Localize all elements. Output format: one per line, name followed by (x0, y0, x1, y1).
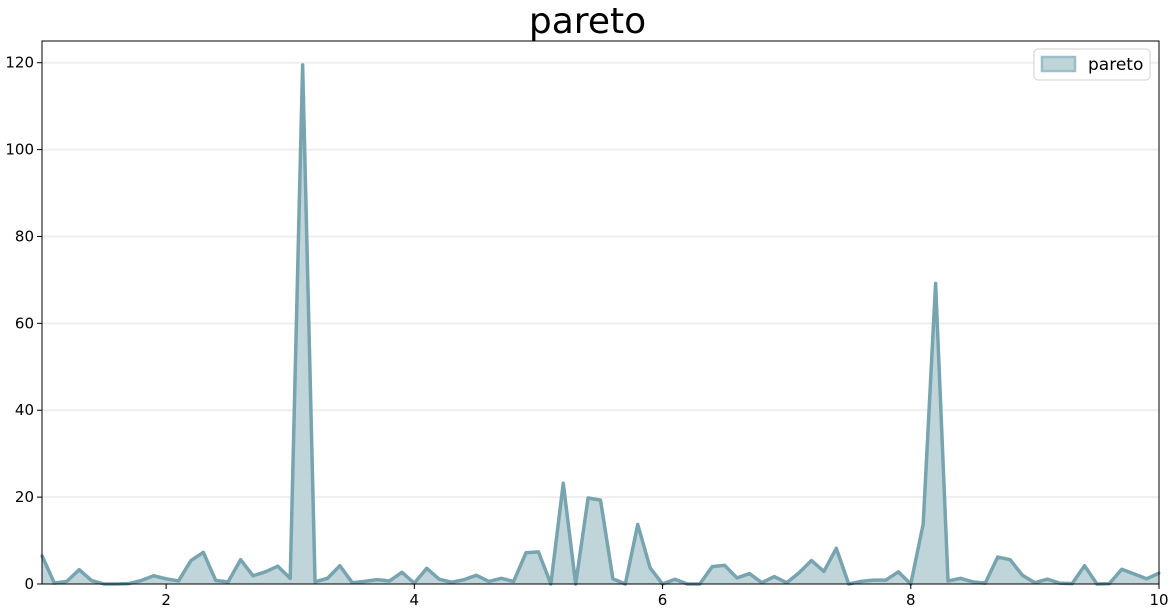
data-point (152, 574, 156, 578)
y-tick-label: 120 (5, 54, 34, 72)
data-point (822, 569, 826, 573)
data-point (648, 566, 652, 570)
x-tick-label: 10 (1149, 591, 1168, 609)
data-point (859, 579, 863, 583)
data-point (834, 546, 838, 550)
data-point (313, 580, 317, 584)
y-tick-label: 20 (15, 488, 34, 506)
legend-label: pareto (1088, 55, 1143, 75)
data-point (499, 576, 503, 580)
x-tick-label: 2 (161, 591, 171, 609)
data-point (487, 579, 491, 583)
data-point (772, 575, 776, 579)
data-point (747, 572, 751, 576)
data-point (809, 559, 813, 563)
data-point (971, 580, 975, 584)
y-tick-label: 40 (15, 401, 34, 419)
data-point (586, 496, 590, 500)
data-point (251, 574, 255, 578)
data-point (139, 579, 143, 583)
data-point (1008, 558, 1012, 562)
data-point (164, 577, 168, 581)
data-point (350, 581, 354, 585)
data-point (760, 581, 764, 585)
data-point (425, 566, 429, 570)
y-tick-label: 100 (5, 141, 34, 159)
data-point (239, 558, 243, 562)
data-point (1083, 564, 1087, 568)
data-point (301, 63, 305, 67)
legend: pareto (1033, 48, 1151, 81)
data-point (90, 579, 94, 583)
data-point (325, 576, 329, 580)
data-point (958, 576, 962, 580)
data-point (735, 576, 739, 580)
data-point (375, 578, 379, 582)
data-point (65, 579, 69, 583)
y-tick-label: 60 (15, 314, 34, 332)
data-point (946, 579, 950, 583)
data-point (214, 579, 218, 583)
series-line (40, 63, 1160, 586)
data-point (1045, 577, 1049, 581)
data-point (226, 580, 230, 584)
x-tick-label: 4 (410, 591, 420, 609)
data-point (474, 573, 478, 577)
data-point (673, 577, 677, 581)
legend-swatch (1040, 55, 1077, 73)
data-point (921, 522, 925, 526)
data-point (363, 579, 367, 583)
y-tick-label: 80 (15, 227, 34, 245)
data-point (288, 576, 292, 580)
data-point (785, 581, 789, 585)
chart-title: pareto (528, 1, 647, 42)
data-point (77, 568, 81, 572)
data-point (338, 564, 342, 568)
data-point (512, 579, 516, 583)
data-point (276, 564, 280, 568)
data-point (996, 555, 1000, 559)
data-point (636, 522, 640, 526)
data-point (797, 571, 801, 575)
y-tick-label: 0 (24, 575, 34, 593)
data-point (437, 577, 441, 581)
data-point (1120, 567, 1124, 571)
data-point (177, 579, 181, 583)
data-point (723, 563, 727, 567)
data-point (388, 579, 392, 583)
data-point (189, 559, 193, 563)
data-point (599, 498, 602, 502)
data-point (872, 578, 876, 582)
data-point (524, 551, 528, 555)
data-point (450, 580, 454, 584)
data-point (1132, 572, 1136, 576)
data-point (1020, 573, 1024, 577)
series-layer (40, 63, 1161, 586)
data-point (462, 578, 466, 582)
data-point (934, 281, 938, 285)
data-point (1145, 577, 1149, 581)
plot-frame (41, 40, 1160, 585)
data-point (896, 570, 900, 574)
x-tick-label: 6 (658, 591, 668, 609)
data-point (1033, 581, 1037, 585)
grid-lines (42, 61, 1159, 499)
data-point (263, 570, 267, 574)
data-point (400, 570, 404, 574)
data-point (536, 550, 540, 554)
data-point (201, 550, 205, 554)
data-point (884, 578, 888, 582)
data-point (561, 481, 565, 485)
data-point (710, 565, 714, 569)
data-point (611, 577, 615, 581)
x-tick-label: 8 (906, 591, 916, 609)
